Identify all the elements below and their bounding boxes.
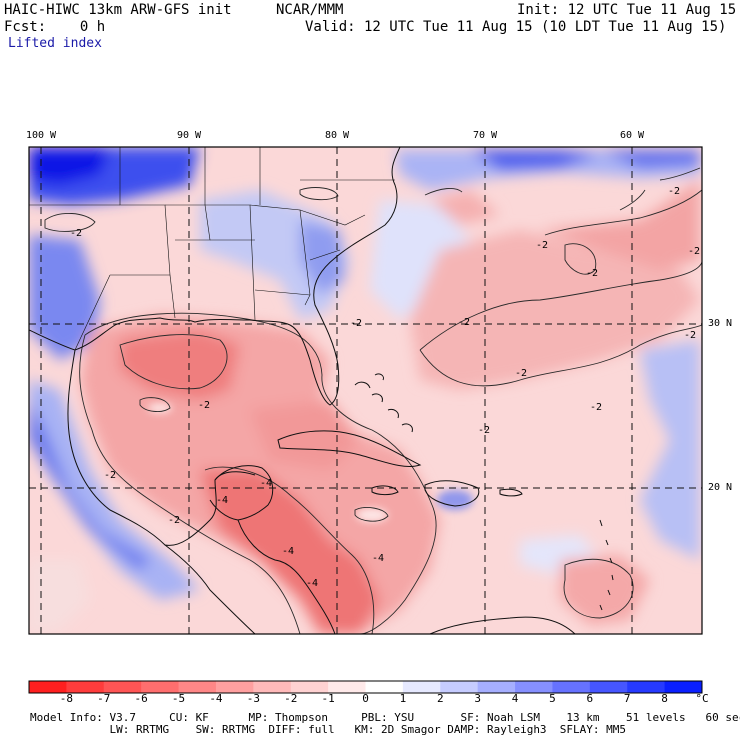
contour-label: -2 (168, 515, 180, 526)
colorbar-tick-label: 2 (437, 692, 444, 705)
contour-label: -2 (668, 186, 680, 197)
colorbar-tick-label: -8 (60, 692, 73, 705)
colorbar-tick-label: 5 (549, 692, 556, 705)
contour-label: -4 (260, 478, 272, 489)
contour-label: -2 (688, 246, 700, 257)
contour-label: -2 (104, 470, 116, 481)
colorbar-cell (627, 681, 665, 693)
colorbar-tick-label: -2 (284, 692, 297, 705)
colorbar-cell (552, 681, 590, 693)
color-field (29, 147, 702, 634)
colorbar-tick-label: 1 (400, 692, 407, 705)
colorbar-tick-label: -3 (247, 692, 260, 705)
contour-label: -2 (478, 425, 490, 436)
colorbar-cell (515, 681, 553, 693)
colorbar-cell (440, 681, 478, 693)
contour-label: -4 (216, 495, 228, 506)
contour-label: -2 (515, 368, 527, 379)
colorbar-tick-label: 4 (512, 692, 519, 705)
colorbar-tick-label: -1 (321, 692, 334, 705)
colorbar-unit: °C (695, 692, 708, 705)
colorbar-tick-label: -7 (97, 692, 110, 705)
colorbar-tick-label: -6 (135, 692, 148, 705)
contour-label: -4 (306, 578, 318, 589)
lifted-index-map (0, 0, 740, 740)
colorbar-tick-label: -4 (209, 692, 222, 705)
colorbar-tick-label: 7 (624, 692, 631, 705)
contour-label: -2 (590, 402, 602, 413)
contour-label: -2 (70, 228, 82, 239)
colorbar-cell (478, 681, 516, 693)
contour-label: -2 (586, 268, 598, 279)
contour-label: -4 (372, 553, 384, 564)
contour-label: -4 (282, 546, 294, 557)
colorbar-tick-label: 3 (474, 692, 481, 705)
contour-label: -2 (198, 400, 210, 411)
colorbar-tick-label: 6 (587, 692, 594, 705)
colorbar-cell (590, 681, 628, 693)
colorbar-cell (366, 681, 404, 693)
contour-label: -2 (458, 317, 470, 328)
contour-label: -2 (350, 318, 362, 329)
colorbar-tick-label: 8 (661, 692, 668, 705)
model-info-line2: LW: RRTMG SW: RRTMG DIFF: full KM: 2D Sm… (30, 724, 626, 736)
colorbar-tick-label: 0 (362, 692, 369, 705)
colorbar-tick-label: -5 (172, 692, 185, 705)
colorbar-cell (403, 681, 441, 693)
contour-label: -2 (536, 240, 548, 251)
contour-label: -2 (684, 330, 696, 341)
